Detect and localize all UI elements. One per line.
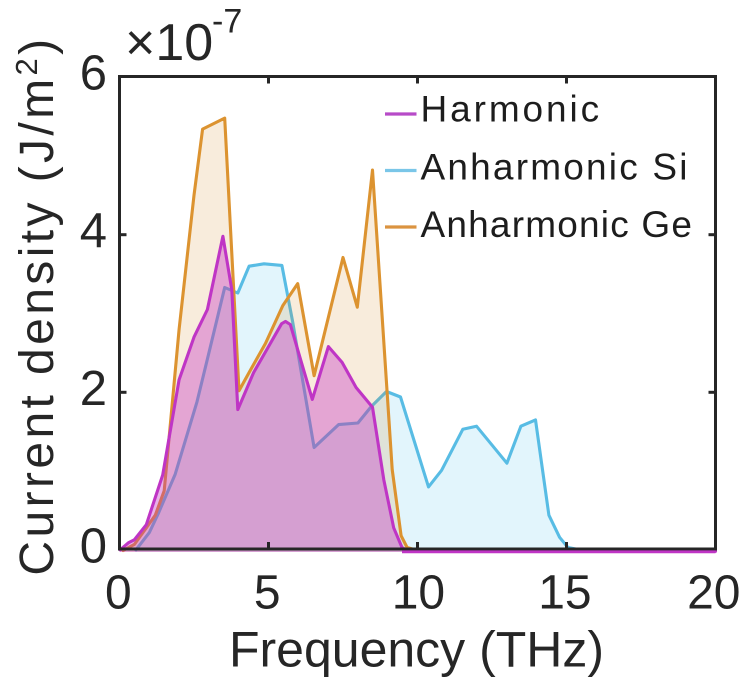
svg-text:Frequency (THz): Frequency (THz) <box>229 622 604 678</box>
svg-text:×10: ×10 <box>125 14 213 72</box>
svg-text:2: 2 <box>80 362 107 416</box>
svg-text:Anharmonic Si: Anharmonic Si <box>421 147 690 188</box>
svg-text:Harmonic: Harmonic <box>421 89 603 130</box>
svg-text:15: 15 <box>538 567 591 620</box>
svg-text:0: 0 <box>80 519 107 573</box>
svg-text:4: 4 <box>80 204 107 258</box>
svg-text:Current density (J/m2): Current density (J/m2) <box>9 35 64 575</box>
svg-text:Anharmonic Ge: Anharmonic Ge <box>421 204 694 245</box>
svg-text:0: 0 <box>105 567 132 620</box>
svg-text:10: 10 <box>392 567 445 620</box>
svg-text:6: 6 <box>80 47 107 101</box>
svg-text:5: 5 <box>254 567 281 620</box>
svg-text:-7: -7 <box>212 2 242 40</box>
svg-text:20: 20 <box>687 567 740 620</box>
